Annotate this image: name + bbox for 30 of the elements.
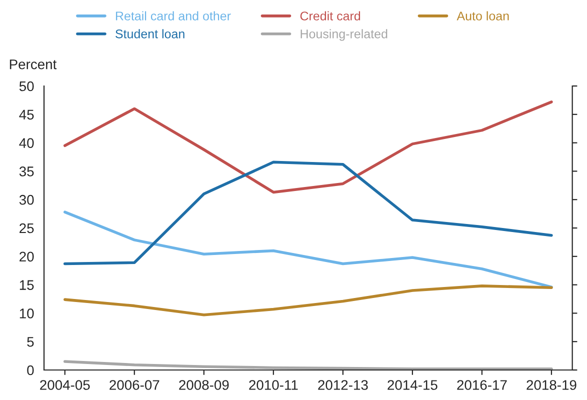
y-tick-label: 10 xyxy=(20,308,34,318)
y-tick-label: 30 xyxy=(19,194,34,205)
legend-label: Housing-related xyxy=(300,29,388,41)
y-tick-label: 25 xyxy=(20,223,34,234)
legend-label: Credit card xyxy=(300,11,360,20)
y-tick-label: 50 xyxy=(19,81,34,92)
line-series xyxy=(63,210,553,288)
y-tick-label: 40 xyxy=(19,138,34,148)
line-series xyxy=(63,100,553,194)
y-tick-label: 5 xyxy=(27,337,34,347)
y-tick-label: 15 xyxy=(20,280,34,290)
line-series xyxy=(63,160,553,266)
legend-label: Retail card and other xyxy=(116,11,231,20)
x-tick-label: 2010-11 xyxy=(249,380,298,390)
x-tick-label: 2014-15 xyxy=(388,380,438,390)
y-tick-label: 0 xyxy=(27,365,34,376)
x-tick-label: 2018-19 xyxy=(526,380,576,390)
y-tick-label: 20 xyxy=(20,252,34,262)
x-tick-label: 2004-05 xyxy=(40,380,90,390)
line-series xyxy=(63,284,553,316)
x-tick-label: 2006-07 xyxy=(110,380,160,390)
y-tick-label: 35 xyxy=(19,166,34,176)
x-tick-label: 2016-17 xyxy=(457,380,507,390)
x-tick-label: 2012-13 xyxy=(318,380,368,390)
y-tick-label: 45 xyxy=(19,110,34,120)
legend-label: Student loan xyxy=(116,29,184,38)
x-tick-label: 2008-09 xyxy=(179,380,229,390)
legend-label: Auto loan xyxy=(456,11,509,20)
y-axis-title: Percent xyxy=(10,60,57,70)
line-series xyxy=(63,360,553,370)
